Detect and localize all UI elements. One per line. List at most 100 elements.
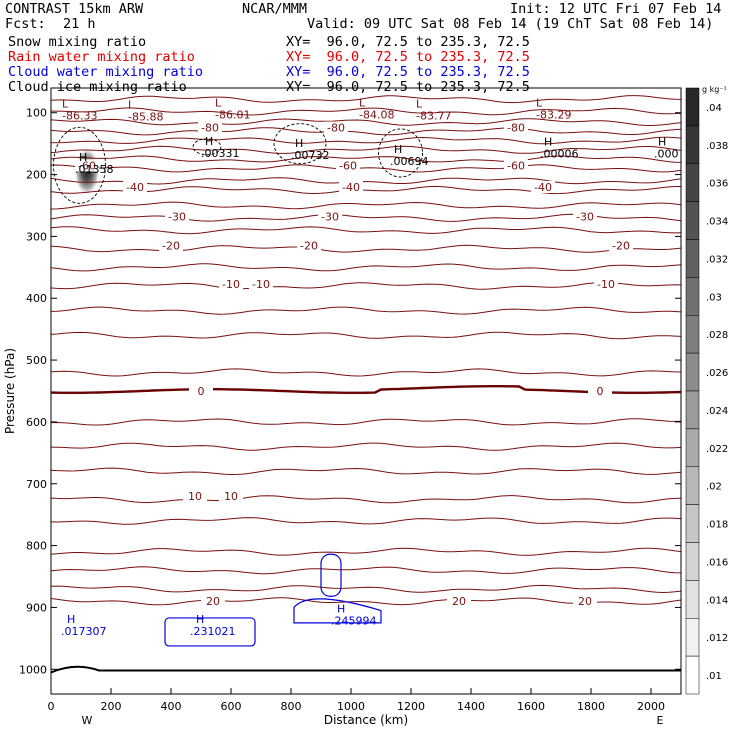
contour-label-bg (219, 278, 243, 291)
contour-label-bg (75, 159, 99, 172)
terrain-line (50, 665, 681, 674)
x-tick-label: 200 (101, 700, 122, 713)
x-tick-label: 600 (221, 700, 242, 713)
isotherm-line (50, 584, 682, 594)
colorbar-segment (685, 580, 700, 619)
field-xy-rain: XY= 96.0, 72.5 to 235.3, 72.5 (286, 49, 530, 65)
cloud-water-max-value: .231021 (190, 625, 236, 638)
cloud-ice-contour (378, 128, 423, 178)
colorbar-segment (685, 315, 700, 354)
zero-isotherm-line (50, 385, 682, 394)
contour-label-bg (318, 210, 342, 223)
colorbar-tick-label: .038 (706, 141, 728, 152)
contour-label: 0 (597, 385, 604, 398)
x-tick-label: 0 (48, 700, 55, 713)
colorbar-tick-label: .026 (706, 368, 728, 379)
isotherm-line (50, 145, 682, 154)
contour-label: 10 (188, 490, 202, 503)
cloud-ice-max-symbol: H (205, 135, 213, 148)
contour-label-bg (159, 239, 183, 252)
contour-label: -10 (252, 278, 270, 291)
contour-label: -60 (507, 159, 525, 172)
colorbar-segment (685, 125, 700, 164)
colorbar-tick-label: .01 (706, 671, 722, 682)
cloud-water-max-value: .245994 (331, 615, 377, 628)
isotherm-line (50, 164, 682, 173)
colorbar-segment (685, 428, 700, 467)
colorbar-segment (685, 239, 700, 278)
colorbar-segment (685, 618, 700, 657)
contour-label-bg (531, 180, 555, 193)
contour-label: -20 (612, 240, 630, 253)
cloud-ice-contour (192, 138, 222, 156)
contour-label-bg (297, 239, 321, 252)
cloud-ice-max-symbol: H (544, 136, 552, 149)
extremum-value: -83.77 (416, 109, 451, 122)
contour-label-bg (504, 159, 528, 172)
y-tick-label: 100 (26, 107, 47, 120)
contour-label: -80 (507, 122, 525, 135)
contour-label: -10 (222, 278, 240, 291)
isotherm-line (50, 517, 682, 525)
cloud-ice-max-symbol: H (295, 137, 303, 150)
colorbar-segment (685, 352, 700, 392)
isotherm-line (50, 95, 682, 104)
cloud-ice-contour (53, 126, 106, 204)
cloud-water-contour (164, 617, 256, 647)
y-tick-label: 900 (26, 601, 47, 614)
fcst-label: Fcst: (5, 16, 46, 32)
cloud-ice-max-symbol: H (658, 136, 666, 149)
isotherm-line (50, 547, 682, 556)
isotherm-line (50, 368, 682, 377)
colorbar-segment (685, 201, 700, 240)
colorbar-tick-label: .014 (706, 595, 728, 606)
contour-label-bg (609, 239, 633, 252)
colorbar-tick-label: .022 (706, 444, 728, 455)
contour-label-bg (201, 595, 225, 608)
isotherm-line (51, 107, 682, 116)
field-name-rain: Rain water mixing ratio (8, 49, 195, 65)
contour-label-bg (183, 490, 207, 503)
contour-label-bg (123, 180, 147, 193)
x-tick-label: 1000 (337, 700, 365, 713)
extremum-type: L (416, 97, 423, 110)
colorbar-segment (685, 655, 700, 695)
cloud-water-max-symbol: H (337, 603, 345, 616)
isotherm-line (50, 136, 682, 145)
cloud-ice-max-value: .00694 (390, 155, 429, 168)
y-tick-label: 400 (26, 292, 47, 305)
contour-label: -60 (78, 159, 96, 172)
contour-label: -30 (321, 211, 339, 224)
center-name: NCAR/MMM (242, 1, 308, 17)
field-xy-snow: XY= 96.0, 72.5 to 235.3, 72.5 (286, 34, 530, 50)
isotherm-line (50, 442, 682, 451)
cloud-ice-max-value: .01358 (75, 163, 114, 176)
contour-label: -40 (126, 181, 144, 194)
contour-label: -20 (300, 240, 318, 253)
isotherm-line (50, 281, 682, 290)
cloud-ice-max-value: .000 (654, 148, 679, 161)
isotherm-line (50, 226, 682, 235)
cloud-water-contour (320, 553, 342, 597)
fcst-value: 21 h (63, 16, 96, 32)
extremum-type: L (62, 97, 69, 110)
isotherm-line (50, 467, 682, 476)
isotherm-line (50, 127, 682, 136)
cloud-water-max-value: .017307 (61, 625, 107, 638)
plot-frame (50, 87, 682, 695)
init-time: Init: 12 UTC Fri 07 Feb 14 (510, 1, 722, 17)
extremum-value: -85.88 (128, 111, 163, 124)
field-xy-cloud-ice: XY= 96.0, 72.5 to 235.3, 72.5 (286, 79, 530, 95)
cloud-water-max-symbol: H (196, 613, 204, 626)
isotherm-line (50, 331, 682, 340)
x-tick-label: 2000 (637, 700, 665, 713)
extremum-type: L (128, 99, 135, 112)
isotherm-line (50, 244, 682, 253)
contour-label-bg (573, 595, 597, 608)
extremum-type: L (359, 96, 366, 109)
field-name-cloud-water: Cloud water mixing ratio (8, 64, 204, 80)
isotherm-line (50, 118, 682, 127)
isotherm-line (50, 263, 682, 272)
contour-label-bg (339, 180, 363, 193)
